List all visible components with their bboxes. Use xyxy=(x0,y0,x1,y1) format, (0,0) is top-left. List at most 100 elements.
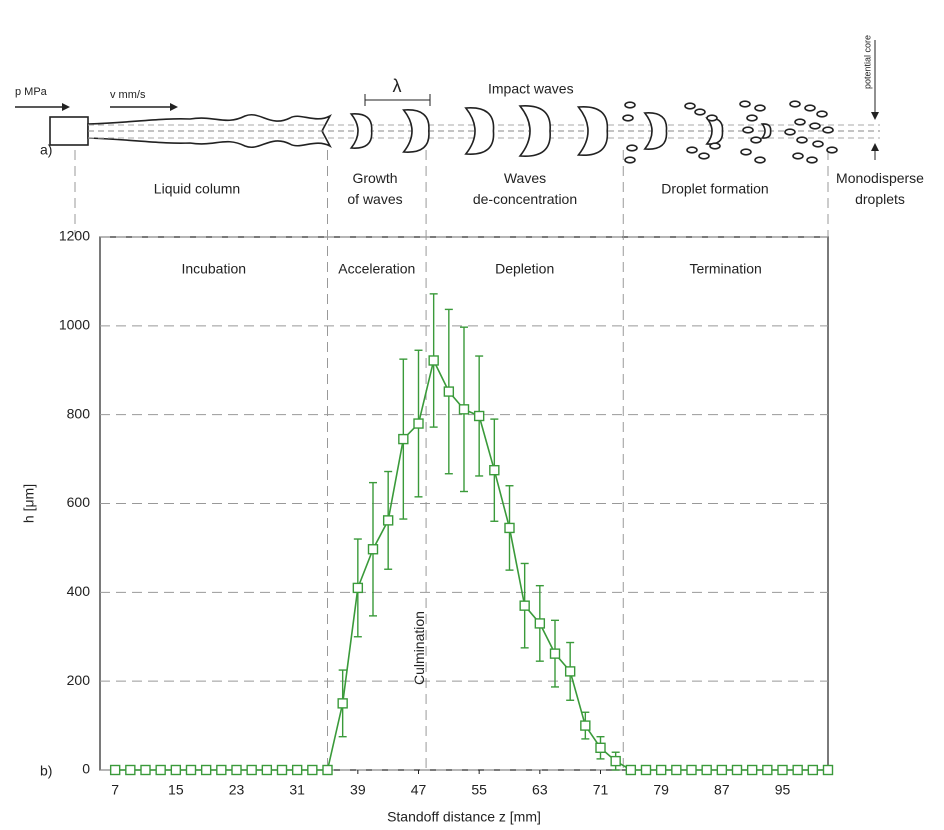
marker xyxy=(716,764,728,776)
impact-label: Impact waves xyxy=(488,81,574,97)
marker xyxy=(246,764,257,776)
marker xyxy=(458,404,470,415)
arrowhead xyxy=(871,143,879,151)
droplet xyxy=(806,156,818,164)
x-tick-label: 79 xyxy=(653,782,669,798)
marker xyxy=(655,764,667,776)
plot-frame xyxy=(99,236,829,771)
marker xyxy=(382,515,394,526)
marker xyxy=(443,386,455,397)
x-tick-label: 55 xyxy=(471,782,487,798)
droplet xyxy=(746,114,758,122)
marker xyxy=(200,764,212,776)
marker xyxy=(489,464,500,476)
y-tick-label: 0 xyxy=(82,761,90,777)
droplet xyxy=(754,104,766,112)
droplet xyxy=(750,136,762,144)
velocity-label: v mm/s xyxy=(110,89,146,101)
x-tick-label: 87 xyxy=(714,782,730,798)
marker xyxy=(155,764,166,776)
marker xyxy=(792,764,803,776)
wave xyxy=(705,117,724,145)
droplet xyxy=(754,156,766,164)
droplet xyxy=(686,146,698,154)
marker xyxy=(625,764,637,776)
marker xyxy=(261,764,273,776)
x-tick-label: 7 xyxy=(111,782,119,798)
droplet xyxy=(796,136,808,144)
stage-label: Liquid column xyxy=(154,181,240,197)
droplet xyxy=(742,126,754,134)
y-tick-label: 1000 xyxy=(59,317,90,333)
droplet xyxy=(739,100,751,108)
wave xyxy=(760,123,772,139)
droplet xyxy=(784,128,796,136)
y-tick-label: 600 xyxy=(67,494,91,510)
droplet xyxy=(709,142,721,150)
phase-label: Incubation xyxy=(181,261,246,277)
phase-label: Termination xyxy=(689,261,761,277)
marker xyxy=(109,764,121,776)
x-tick-label: 71 xyxy=(593,782,609,798)
culmination-label: Culmination xyxy=(411,611,427,685)
stage-label: Waves xyxy=(504,170,546,186)
nozzle xyxy=(49,116,89,146)
marker xyxy=(610,755,621,767)
droplet xyxy=(789,100,801,108)
core-label: potential core xyxy=(862,35,872,89)
stage-label: de-concentration xyxy=(473,191,577,207)
marker xyxy=(640,764,652,776)
stage-label: Growth xyxy=(352,170,397,186)
marker xyxy=(185,764,197,776)
marker xyxy=(807,764,819,776)
marker xyxy=(519,600,530,611)
droplet xyxy=(812,140,824,148)
droplet xyxy=(684,102,696,110)
marker xyxy=(504,522,515,534)
pressure-label: p MPa xyxy=(15,86,48,98)
marker xyxy=(701,764,712,776)
marker xyxy=(216,764,227,776)
marker xyxy=(671,764,682,776)
y-tick-label: 1200 xyxy=(59,228,90,244)
phase-label: Acceleration xyxy=(338,261,415,277)
droplet xyxy=(694,108,706,116)
marker xyxy=(564,666,576,677)
droplet xyxy=(624,156,636,164)
y-axis-label: h [μm] xyxy=(21,484,37,523)
marker xyxy=(580,720,591,731)
marker xyxy=(231,764,242,776)
arrowhead xyxy=(170,103,178,111)
marker xyxy=(170,764,182,776)
series-line xyxy=(115,358,828,771)
x-tick-label: 15 xyxy=(168,782,184,798)
marker xyxy=(352,582,364,594)
arrowhead xyxy=(62,103,70,111)
stage-label: Droplet formation xyxy=(661,181,768,197)
panel-label: a) xyxy=(40,142,52,158)
y-tick-label: 800 xyxy=(67,405,91,421)
wave xyxy=(464,107,495,155)
droplet xyxy=(626,144,638,152)
marker xyxy=(686,764,697,776)
marker xyxy=(777,764,788,776)
marker xyxy=(276,764,288,776)
droplet xyxy=(624,101,636,109)
droplet xyxy=(826,146,838,154)
droplet xyxy=(698,152,710,160)
droplet xyxy=(706,114,718,122)
arrowhead xyxy=(871,112,879,120)
wave xyxy=(349,113,373,149)
marker xyxy=(413,418,424,429)
marker xyxy=(746,764,758,776)
y-tick-label: 200 xyxy=(67,672,91,688)
x-tick-label: 39 xyxy=(350,782,366,798)
wave xyxy=(643,112,668,150)
marker xyxy=(428,355,439,366)
marker xyxy=(762,764,773,776)
marker xyxy=(595,742,606,753)
marker xyxy=(549,648,561,659)
droplet xyxy=(792,152,804,160)
droplet xyxy=(622,114,634,122)
